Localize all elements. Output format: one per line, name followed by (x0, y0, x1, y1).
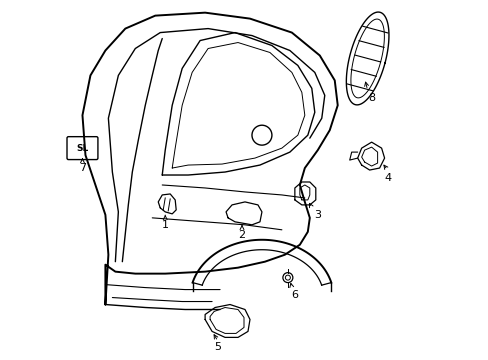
Text: 1: 1 (162, 220, 168, 230)
Text: 7: 7 (79, 163, 86, 173)
FancyBboxPatch shape (67, 137, 98, 159)
Text: 3: 3 (314, 210, 321, 220)
Text: SL: SL (76, 144, 88, 153)
Text: 8: 8 (367, 93, 374, 103)
Text: 4: 4 (383, 173, 390, 183)
Text: 2: 2 (238, 230, 245, 240)
Text: 6: 6 (291, 289, 298, 300)
Text: 5: 5 (214, 342, 221, 352)
